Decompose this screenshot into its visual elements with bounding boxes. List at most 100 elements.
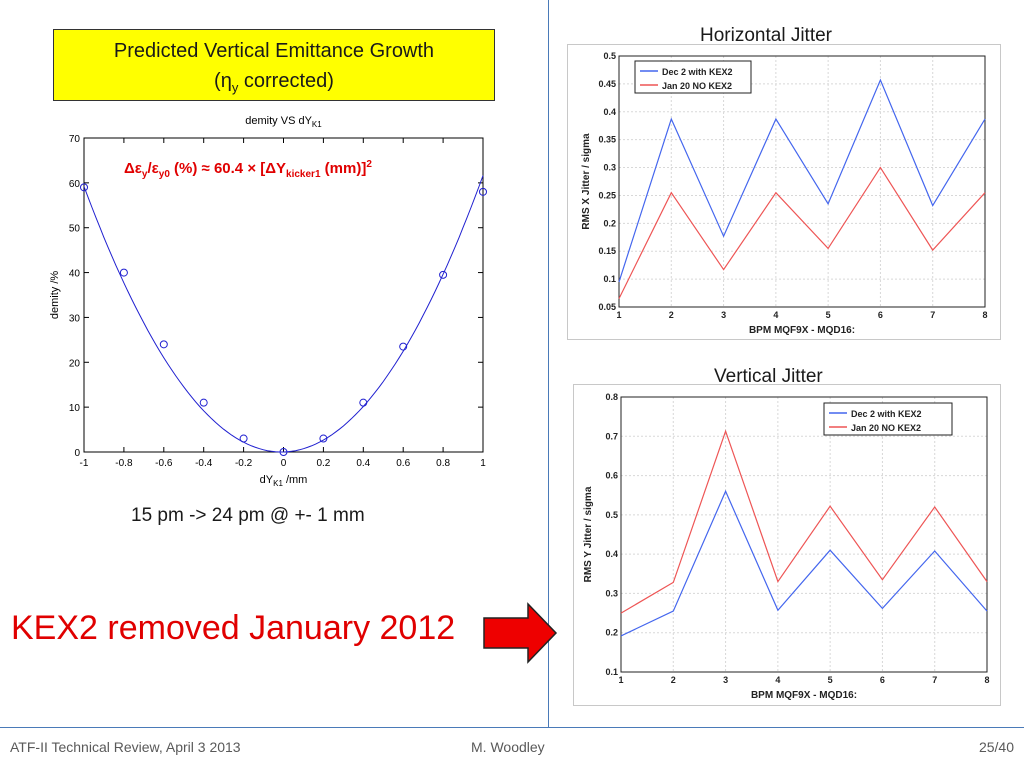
x-tick-label: 5 — [826, 310, 831, 320]
vertical-jitter-chart: 1 2 3 4 5 6 7 8 0.1 0.2 0.3 0.4 0.5 0.6 0.7 0.8 BPM MQF9… — [583, 392, 990, 701]
data-point — [479, 187, 487, 196]
footer-divider — [0, 727, 1024, 728]
emittance-chart-title: demity VS dYK1 — [245, 115, 322, 129]
data-point — [80, 183, 88, 192]
series-line — [620, 489, 988, 637]
x-tick-label: 5 — [828, 675, 833, 685]
x-tick-label: -0.2 — [235, 458, 253, 469]
vertical-jitter-frame — [573, 384, 1001, 706]
x-axis-label: BPM MQF9X - MQD16: — [749, 325, 855, 336]
plot-frame — [618, 55, 986, 308]
y-tick-label: 0.3 — [605, 588, 618, 598]
y-tick-label: 50 — [69, 224, 81, 235]
emittance-plot-frame — [83, 137, 484, 453]
x-tick-label: 2 — [671, 675, 676, 685]
y-tick-label: 0.4 — [603, 107, 616, 117]
x-tick-label: 3 — [723, 675, 728, 685]
title-line-1: Predicted Vertical Emittance Growth — [113, 40, 435, 62]
y-tick-label: 0.6 — [605, 471, 618, 481]
x-tick-label: 7 — [932, 675, 937, 685]
x-tick-label: 3 — [721, 310, 726, 320]
x-tick-label: 0 — [281, 458, 287, 469]
y-tick-label: 0.45 — [598, 79, 616, 89]
y-axis-label: RMS X Jitter / sigma — [581, 133, 592, 230]
y-tick-label: 30 — [69, 313, 81, 324]
x-tick-label: 0.6 — [396, 458, 410, 469]
x-tick-label: -0.4 — [195, 458, 213, 469]
y-tick-label: 0.1 — [603, 274, 616, 284]
emittance-formula: Δεy/εy0 (%) ≈ 60.4 × [ΔYkicker1 (mm)]2 — [124, 159, 372, 180]
y-tick-label: 60 — [69, 179, 81, 190]
x-tick-label: 7 — [930, 310, 935, 320]
x-tick-label: 8 — [984, 675, 989, 685]
y-tick-label: 0.7 — [605, 431, 618, 441]
y-tick-label: 40 — [69, 269, 81, 280]
legend-box — [823, 402, 953, 436]
y-tick-label: 0.25 — [598, 190, 616, 200]
series-line — [620, 429, 988, 614]
horizontal-jitter-chart: 1 2 3 4 5 6 7 8 0.05 0.1 0.15 0.2 0.25 0.3 0.35 0.4 0.45… — [581, 51, 988, 336]
vertical-jitter-title: Vertical Jitter — [714, 366, 823, 387]
y-tick-label: 0.2 — [603, 218, 616, 228]
series-line — [618, 166, 986, 299]
y-tick-label: 0.5 — [605, 510, 618, 520]
x-tick-label: 1 — [616, 310, 621, 320]
x-tick-label: 4 — [773, 310, 778, 320]
y-tick-label: 0.15 — [598, 246, 616, 256]
horizontal-jitter-title: Horizontal Jitter — [700, 25, 832, 46]
y-tick-label: 0 — [74, 448, 80, 459]
x-tick-label: 0.2 — [316, 458, 330, 469]
footer-event: ATF-II Technical Review, April 3 2013 — [10, 739, 241, 755]
y-tick-label: 0.2 — [605, 628, 618, 638]
x-tick-label: -1 — [80, 458, 89, 469]
parabolic-fit-line — [83, 175, 484, 453]
vertical-divider — [548, 0, 549, 728]
data-point — [399, 342, 408, 351]
title-line-2: (ηy corrected) — [214, 70, 334, 95]
x-tick-label: -0.8 — [115, 458, 133, 469]
y-tick-label: 10 — [69, 403, 81, 414]
legend-box — [634, 60, 752, 94]
data-point — [279, 448, 288, 456]
x-tick-label: 1 — [618, 675, 623, 685]
x-tick-label: 0.4 — [356, 458, 370, 469]
y-tick-label: 0.35 — [598, 135, 616, 145]
y-tick-label: 0.4 — [605, 549, 618, 559]
emittance-caption: 15 pm -> 24 pm @ +- 1 mm — [131, 505, 365, 526]
x-tick-label: 8 — [982, 310, 987, 320]
y-tick-label: 70 — [69, 134, 81, 145]
x-tick-label: 0.8 — [436, 458, 450, 469]
y-axis-label: RMS Y Jitter / sigma — [583, 486, 594, 582]
right-arrow-icon — [483, 602, 558, 664]
x-axis-label: BPM MQF9X - MQD16: — [751, 690, 857, 701]
y-tick-label: 0.8 — [605, 392, 618, 402]
x-tick-label: 4 — [775, 675, 780, 685]
x-tick-label: -0.6 — [155, 458, 173, 469]
legend-entry: Dec 2 with KEX2 — [851, 409, 922, 419]
emittance-title-box: Predicted Vertical Emittance Growth (ηy … — [53, 29, 495, 101]
data-point — [439, 270, 448, 279]
legend-entry: Jan 20 NO KEX2 — [662, 81, 732, 91]
x-tick-label: 1 — [480, 458, 486, 469]
emittance-y-label: demity /% — [49, 271, 61, 320]
kex2-removed-note: KEX2 removed January 2012 — [11, 609, 456, 647]
legend-entry: Jan 20 NO KEX2 — [851, 423, 921, 433]
data-point — [119, 268, 128, 277]
y-tick-label: 0.5 — [603, 51, 616, 61]
x-tick-label: 6 — [878, 310, 883, 320]
series-line — [618, 78, 986, 283]
emittance-x-label: dYK1 /mm — [260, 474, 308, 488]
plot-frame — [620, 396, 988, 673]
y-tick-label: 0.1 — [605, 667, 618, 677]
data-point — [319, 434, 328, 443]
legend-entry: Dec 2 with KEX2 — [662, 67, 733, 77]
x-tick-label: 2 — [669, 310, 674, 320]
footer-author: M. Woodley — [471, 739, 545, 755]
data-point — [199, 398, 208, 407]
y-tick-label: 0.3 — [603, 163, 616, 173]
y-tick-label: 20 — [69, 358, 81, 369]
x-tick-label: 6 — [880, 675, 885, 685]
emittance-chart: demity VS dYK1 -1 -0.8 -0.6 -0.4 -0.2 0 0.2 0.4 0… — [49, 115, 487, 488]
footer-page-number: 25/40 — [978, 739, 1014, 755]
data-point — [159, 340, 168, 349]
